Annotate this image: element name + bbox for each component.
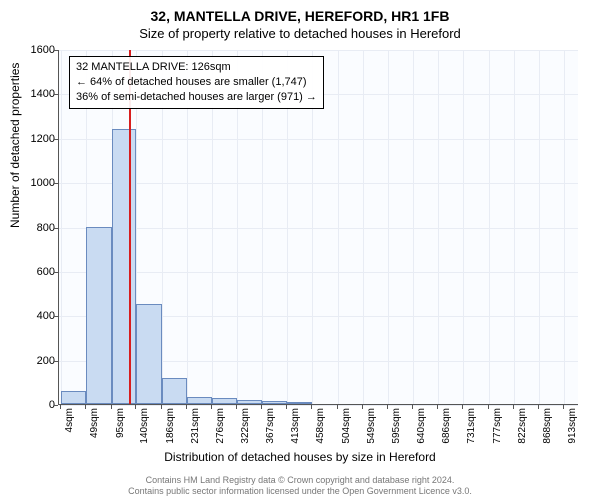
chart-title: 32, MANTELLA DRIVE, HEREFORD, HR1 1FB [0,8,600,24]
ytick-label: 1400 [15,88,55,100]
xtick-mark [286,405,287,409]
histogram-bar [262,401,287,404]
xtick-label: 913sqm [567,408,578,444]
xtick-label: 49sqm [89,408,100,438]
xtick-label: 95sqm [115,408,126,438]
xtick-label: 686sqm [441,408,452,444]
xtick-label: 640sqm [416,408,427,444]
xtick-mark [462,405,463,409]
xtick-label: 4sqm [64,408,75,432]
gridline-v [564,50,565,404]
xtick-mark [387,405,388,409]
xtick-label: 231sqm [190,408,201,444]
xtick-mark [85,405,86,409]
attribution-text: Contains HM Land Registry data © Crown c… [0,475,600,497]
chart-container: 32, MANTELLA DRIVE, HEREFORD, HR1 1FB Si… [0,0,600,500]
gridline-v [489,50,490,404]
xtick-mark [538,405,539,409]
gridline-v [463,50,464,404]
ytick-mark [54,272,58,273]
histogram-bar [212,398,237,404]
xtick-mark [135,405,136,409]
xtick-mark [261,405,262,409]
xtick-label: 731sqm [466,408,477,444]
histogram-bar [86,227,111,405]
xtick-mark [211,405,212,409]
gridline-v [413,50,414,404]
xtick-mark [236,405,237,409]
annotation-line1: 32 MANTELLA DRIVE: 126sqm [76,60,317,75]
y-axis-label: Number of detached properties [8,63,22,228]
x-axis-label: Distribution of detached houses by size … [0,450,600,464]
histogram-bar [162,378,187,404]
xtick-label: 413sqm [290,408,301,444]
ytick-label: 800 [15,222,55,234]
xtick-label: 595sqm [391,408,402,444]
ytick-mark [54,183,58,184]
ytick-mark [54,316,58,317]
xtick-mark [437,405,438,409]
xtick-mark [111,405,112,409]
ytick-label: 600 [15,266,55,278]
xtick-mark [60,405,61,409]
annotation-line3: 36% of semi-detached houses are larger (… [76,90,317,105]
histogram-bar [112,129,137,404]
ytick-mark [54,50,58,51]
plot-area: 32 MANTELLA DRIVE: 126sqm← 64% of detach… [58,50,578,405]
ytick-label: 400 [15,310,55,322]
xtick-mark [186,405,187,409]
xtick-mark [488,405,489,409]
xtick-label: 504sqm [341,408,352,444]
gridline-v [438,50,439,404]
xtick-label: 458sqm [315,408,326,444]
ytick-label: 1200 [15,133,55,145]
xtick-label: 367sqm [265,408,276,444]
ytick-label: 200 [15,355,55,367]
gridline-v [539,50,540,404]
ytick-mark [54,139,58,140]
xtick-label: 186sqm [165,408,176,444]
xtick-label: 140sqm [139,408,150,444]
xtick-mark [563,405,564,409]
gridline-v [363,50,364,404]
ytick-mark [54,361,58,362]
gridline-v [514,50,515,404]
histogram-bar [237,400,262,404]
gridline-v [61,50,62,404]
attribution-line1: Contains HM Land Registry data © Crown c… [146,475,455,485]
xtick-label: 549sqm [366,408,377,444]
xtick-label: 777sqm [492,408,503,444]
xtick-label: 822sqm [517,408,528,444]
annotation-line2: ← 64% of detached houses are smaller (1,… [76,75,317,90]
ytick-label: 0 [15,399,55,411]
histogram-bar [187,397,212,404]
chart-subtitle: Size of property relative to detached ho… [0,26,600,41]
xtick-label: 868sqm [542,408,553,444]
xtick-mark [362,405,363,409]
ytick-label: 1600 [15,44,55,56]
ytick-mark [54,94,58,95]
ytick-label: 1000 [15,177,55,189]
xtick-mark [337,405,338,409]
xtick-mark [161,405,162,409]
xtick-mark [513,405,514,409]
gridline-h [59,405,578,406]
annotation-box: 32 MANTELLA DRIVE: 126sqm← 64% of detach… [69,56,324,109]
ytick-mark [54,228,58,229]
histogram-bar [136,304,161,404]
xtick-mark [412,405,413,409]
xtick-label: 322sqm [240,408,251,444]
attribution-line2: Contains public sector information licen… [128,486,472,496]
gridline-v [338,50,339,404]
xtick-label: 276sqm [215,408,226,444]
ytick-mark [54,405,58,406]
gridline-v [388,50,389,404]
histogram-bar [61,391,86,404]
xtick-mark [311,405,312,409]
histogram-bar [287,402,312,404]
